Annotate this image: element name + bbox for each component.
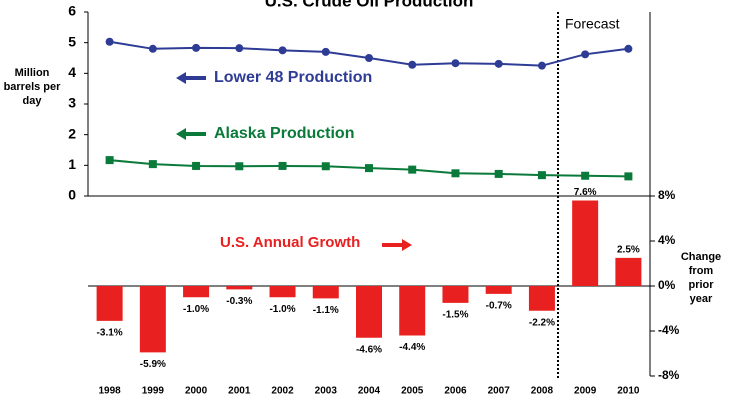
bar xyxy=(183,286,210,298)
marker xyxy=(451,169,460,178)
y-tick-label: 6 xyxy=(68,3,76,19)
marker xyxy=(321,162,330,171)
bar xyxy=(615,257,642,286)
value-label: -1.1% xyxy=(313,305,339,316)
marker xyxy=(235,162,244,171)
value-label: 2.5% xyxy=(617,245,640,256)
x-tick-label: 2000 xyxy=(185,386,208,397)
marker xyxy=(494,59,503,68)
x-tick-label: 2004 xyxy=(358,386,381,397)
marker xyxy=(278,161,287,170)
series-line xyxy=(109,40,629,67)
marker xyxy=(408,165,417,174)
bar xyxy=(312,286,339,299)
value-label: -2.2% xyxy=(529,317,555,328)
marker xyxy=(494,169,503,178)
y2-axis-label: Change from prior year xyxy=(680,251,722,305)
bar xyxy=(139,286,166,353)
growth-label: U.S. Annual Growth xyxy=(220,234,360,251)
value-label: -1.0% xyxy=(183,304,209,315)
value-label: -0.3% xyxy=(226,296,252,307)
arrow-head xyxy=(176,72,186,84)
marker xyxy=(105,37,114,46)
x-tick-label: 1998 xyxy=(98,386,121,397)
value-label: -5.9% xyxy=(140,359,166,370)
value-label: -4.4% xyxy=(399,342,425,353)
x-tick-label: 2003 xyxy=(315,386,338,397)
y2-tick-label: 4% xyxy=(658,233,676,247)
marker xyxy=(451,59,460,68)
arrow-head xyxy=(176,128,186,140)
marker xyxy=(192,43,201,52)
bar xyxy=(269,286,296,298)
marker xyxy=(365,54,373,62)
value-label: -1.0% xyxy=(269,304,295,315)
bar xyxy=(226,286,253,290)
marker xyxy=(148,160,157,169)
marker xyxy=(321,47,330,56)
marker xyxy=(235,44,244,53)
bar xyxy=(528,286,555,311)
y-tick-label: 3 xyxy=(68,95,76,111)
y-tick-label: 1 xyxy=(68,156,76,172)
x-tick-label: 2007 xyxy=(488,386,511,397)
x-tick-label: 2006 xyxy=(444,386,467,397)
bar xyxy=(572,200,599,286)
y-tick-label: 5 xyxy=(68,33,76,49)
forecast-label: Forecast xyxy=(565,16,620,32)
arrow-head xyxy=(402,239,412,251)
marker xyxy=(278,46,287,55)
x-tick-label: 2009 xyxy=(574,386,597,397)
marker xyxy=(624,44,633,53)
y-tick-label: 4 xyxy=(68,64,76,80)
marker xyxy=(537,61,546,70)
bar xyxy=(442,286,469,303)
x-tick-label: 2002 xyxy=(271,386,294,397)
marker xyxy=(408,60,417,69)
marker xyxy=(105,156,114,165)
bar xyxy=(399,286,426,336)
value-label: -0.7% xyxy=(486,301,512,312)
bar xyxy=(356,286,382,338)
marker xyxy=(581,171,590,180)
marker xyxy=(581,50,590,59)
marker xyxy=(148,44,157,53)
x-tick-label: 2001 xyxy=(228,386,251,397)
value-label: -1.5% xyxy=(442,310,468,321)
y2-tick-label: -8% xyxy=(658,368,680,382)
chart-title: U.S. Crude Oil Production xyxy=(265,0,474,10)
marker xyxy=(192,161,201,170)
bar xyxy=(485,286,512,294)
value-label: 7.6% xyxy=(574,187,597,198)
x-tick-label: 2005 xyxy=(401,386,424,397)
x-tick-label: 2008 xyxy=(531,386,554,397)
series-label: Alaska Production xyxy=(214,125,354,142)
x-tick-label: 1999 xyxy=(142,386,165,397)
marker xyxy=(624,172,633,181)
series-label: Lower 48 Production xyxy=(214,69,372,86)
y-tick-label: 2 xyxy=(68,125,76,141)
marker xyxy=(365,164,373,173)
y2-tick-label: -4% xyxy=(658,323,680,337)
x-tick-label: 2010 xyxy=(617,386,640,397)
bar xyxy=(96,286,123,321)
y2-tick-label: 8% xyxy=(658,188,676,202)
y-axis-label: Million barrels per day xyxy=(3,67,61,107)
value-label: -4.6% xyxy=(356,344,382,355)
marker xyxy=(537,171,546,180)
value-label: -3.1% xyxy=(97,328,123,339)
y2-tick-label: 0% xyxy=(658,278,676,292)
y-tick-label: 0 xyxy=(68,187,76,203)
